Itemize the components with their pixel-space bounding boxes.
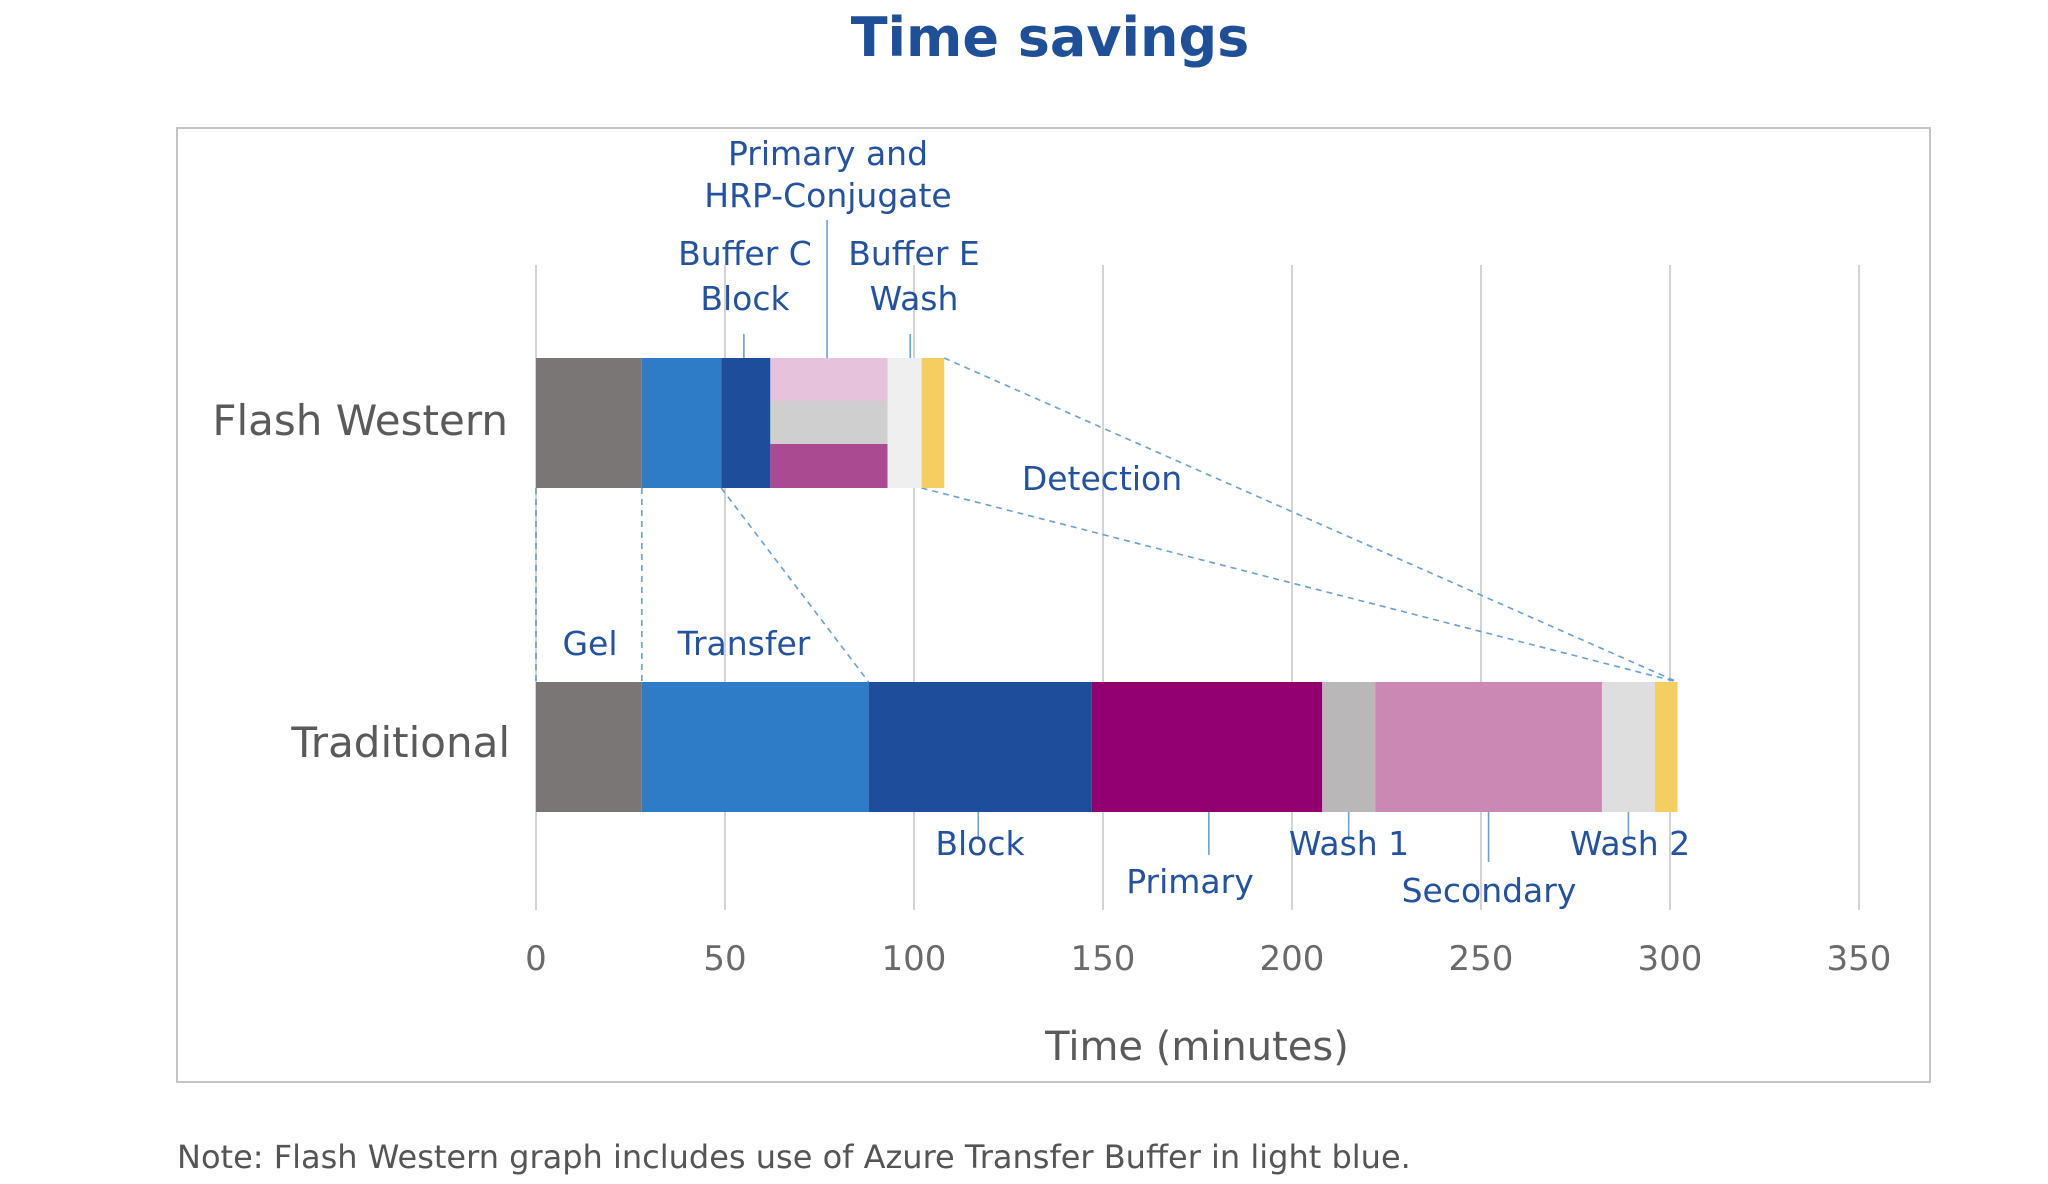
annotation-label: Block xyxy=(700,279,790,318)
x-tick-label: 50 xyxy=(703,939,746,979)
x-axis-title: Time (minutes) xyxy=(1044,1024,1349,1070)
comparison-guide xyxy=(921,487,1678,683)
bar-segment xyxy=(770,444,888,488)
x-tick-labels: 0 50 100 150 200 250 300 350 xyxy=(525,939,1891,979)
annotation-label: Wash 1 xyxy=(1289,824,1409,863)
x-tick-label: 350 xyxy=(1827,939,1892,979)
bar-segment xyxy=(536,358,642,488)
category-labels: Flash Western Traditional xyxy=(212,396,510,767)
bar-segment xyxy=(887,358,922,488)
bar-segment xyxy=(868,682,1092,812)
bar-segments xyxy=(536,358,1678,812)
annotation-label: Gel xyxy=(562,624,617,663)
chart-note: Note: Flash Western graph includes use o… xyxy=(177,1138,1411,1176)
annotation-label: Primary xyxy=(1126,862,1254,901)
x-tick-label: 200 xyxy=(1260,939,1325,979)
annotation-leaders xyxy=(743,220,1630,862)
annotation-label: Buffer E xyxy=(848,234,980,273)
plot-frame xyxy=(176,127,1931,1083)
bar-segment xyxy=(641,358,722,488)
bar-segment xyxy=(1375,682,1602,812)
x-tick-label: 100 xyxy=(882,939,947,979)
x-tick-label: 300 xyxy=(1638,939,1703,979)
bar-segment xyxy=(1091,682,1323,812)
annotation-label: Primary and xyxy=(728,134,928,173)
bar-segment xyxy=(721,358,771,488)
bar-segment xyxy=(641,682,869,812)
chart-title: Time savings xyxy=(851,6,1250,69)
annotation-label: Detection xyxy=(1022,459,1182,498)
comparison-guide xyxy=(720,487,870,683)
annotation-label: HRP-Conjugate xyxy=(704,176,951,215)
annotation-label: Block xyxy=(935,824,1025,863)
annotation-label: Secondary xyxy=(1402,871,1577,910)
bar-segment xyxy=(770,401,888,444)
annotation-label: Wash xyxy=(870,279,959,318)
bar-segment xyxy=(921,358,945,488)
category-label: Flash Western xyxy=(212,396,508,445)
bar-segment xyxy=(1654,682,1678,812)
comparison-guides xyxy=(535,357,1678,683)
comparison-guide xyxy=(943,357,1678,683)
bar-segment xyxy=(770,358,888,401)
bar-segment xyxy=(1601,682,1655,812)
x-tick-label: 0 xyxy=(525,939,547,979)
annotation-label: Wash 2 xyxy=(1570,824,1690,863)
category-label: Traditional xyxy=(290,718,510,767)
annotation-label: Transfer xyxy=(677,624,811,663)
bar-segment xyxy=(536,682,642,812)
x-tick-label: 150 xyxy=(1071,939,1136,979)
bar-segment xyxy=(1322,682,1376,812)
annotation-label: Buffer C xyxy=(678,234,812,273)
x-tick-label: 250 xyxy=(1449,939,1514,979)
